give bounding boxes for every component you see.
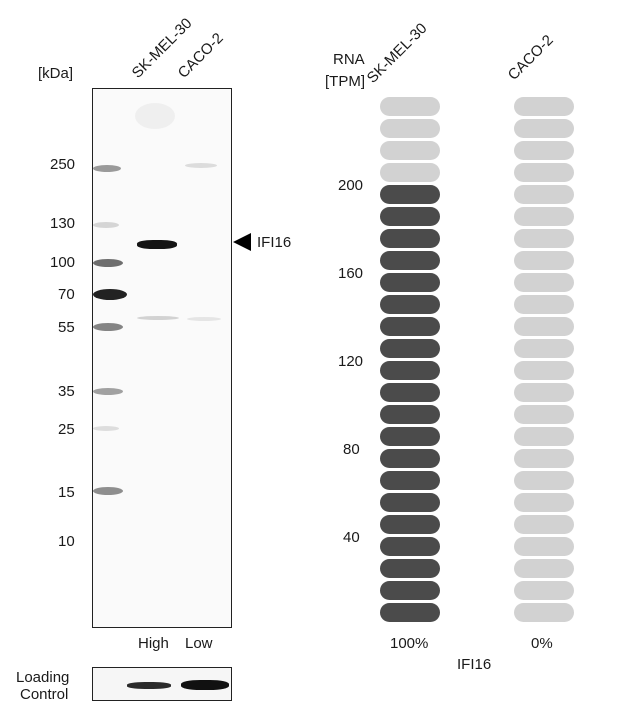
rna-axis-title-line2: [TPM] <box>325 73 365 90</box>
marker-100: 100 <box>50 254 76 271</box>
rna-tpm-segment <box>380 141 440 160</box>
rna-tpm-segment <box>514 317 574 336</box>
rna-tpm-segment <box>380 229 440 248</box>
ladder-band <box>93 487 123 495</box>
rna-tpm-segment <box>514 185 574 204</box>
marker-130: 130 <box>50 215 76 232</box>
marker-15: 15 <box>58 484 75 501</box>
rna-tpm-segment <box>380 339 440 358</box>
rna-tick-80: 80 <box>343 441 360 458</box>
nonspecific-band <box>187 317 221 321</box>
marker-250: 250 <box>50 156 76 173</box>
rna-tpm-segment <box>380 97 440 116</box>
rna-tpm-segment <box>514 449 574 468</box>
rna-tpm-segment <box>514 119 574 138</box>
rna-tpm-segment <box>514 537 574 556</box>
rna-tpm-segment <box>514 295 574 314</box>
rna-tpm-segment <box>380 537 440 556</box>
rna-tpm-segment <box>380 295 440 314</box>
rna-tpm-segment <box>514 273 574 292</box>
rna-tpm-segment <box>380 185 440 204</box>
expression-high: High <box>138 635 169 652</box>
rna-tpm-segment <box>380 427 440 446</box>
western-blot-image <box>92 88 232 628</box>
marker-70: 70 <box>58 286 75 303</box>
rna-tpm-segment <box>380 273 440 292</box>
ladder-band <box>93 323 123 331</box>
rna-tpm-segment <box>380 471 440 490</box>
rna-percent-caco-2: 0% <box>531 635 553 652</box>
rna-tpm-segment <box>514 163 574 182</box>
ladder-band <box>93 426 119 431</box>
caco2-faint-band <box>185 163 217 168</box>
rna-column-sk-mel-30 <box>380 97 440 622</box>
rna-tpm-segment <box>514 603 574 622</box>
rna-tpm-segment <box>380 163 440 182</box>
rna-tpm-segment <box>514 141 574 160</box>
ladder-band <box>93 388 123 395</box>
ifi16-band-sk-mel-30 <box>137 240 177 249</box>
rna-tpm-segment <box>380 581 440 600</box>
lane-smear <box>135 103 175 129</box>
nonspecific-band <box>137 316 179 320</box>
loading-control-label-line2: Control <box>20 686 69 703</box>
ladder-band <box>93 259 123 267</box>
rna-tpm-segment <box>380 603 440 622</box>
rna-tpm-segment <box>380 559 440 578</box>
rna-column-label-sk-mel-30: SK-MEL-30 <box>363 19 431 87</box>
rna-tpm-segment <box>514 339 574 358</box>
ladder-band <box>93 289 127 300</box>
rna-tpm-segment <box>380 383 440 402</box>
loading-band-sk-mel-30 <box>127 682 171 689</box>
rna-percent-sk-mel-30: 100% <box>390 635 429 652</box>
rna-tpm-segment <box>514 229 574 248</box>
marker-25: 25 <box>58 421 75 438</box>
rna-tpm-segment <box>514 405 574 424</box>
rna-tick-160: 160 <box>338 265 364 282</box>
rna-tick-200: 200 <box>338 177 364 194</box>
rna-tpm-segment <box>380 405 440 424</box>
rna-tpm-segment <box>514 207 574 226</box>
ladder-band <box>93 222 119 228</box>
rna-tpm-segment <box>380 207 440 226</box>
rna-tpm-segment <box>514 559 574 578</box>
rna-axis-title-line1: RNA <box>333 51 365 68</box>
rna-tpm-segment <box>380 119 440 138</box>
loading-band-caco-2 <box>181 680 229 690</box>
target-label: IFI16 <box>257 234 292 251</box>
rna-tpm-segment <box>514 251 574 270</box>
rna-tpm-segment <box>514 383 574 402</box>
loading-control-blot <box>92 667 232 701</box>
rna-tick-40: 40 <box>343 529 360 546</box>
rna-tpm-segment <box>514 427 574 446</box>
rna-tpm-segment <box>514 493 574 512</box>
rna-tpm-segment <box>380 515 440 534</box>
rna-tpm-segment <box>380 251 440 270</box>
rna-tpm-segment <box>380 317 440 336</box>
target-arrow-icon <box>233 233 251 251</box>
rna-tpm-segment <box>380 493 440 512</box>
rna-tpm-segment <box>514 361 574 380</box>
kda-label: [kDa] <box>38 65 74 82</box>
rna-tpm-segment <box>380 449 440 468</box>
rna-tpm-segment <box>514 471 574 490</box>
rna-tpm-segment <box>514 581 574 600</box>
marker-55: 55 <box>58 319 75 336</box>
rna-tpm-segment <box>514 97 574 116</box>
rna-tick-120: 120 <box>338 353 364 370</box>
ladder-band <box>93 165 121 172</box>
rna-tpm-segment <box>380 361 440 380</box>
rna-gene-label: IFI16 <box>457 656 492 673</box>
expression-low: Low <box>185 635 213 652</box>
marker-35: 35 <box>58 383 75 400</box>
rna-column-label-caco-2: CACO-2 <box>504 31 557 84</box>
rna-column-caco-2 <box>514 97 574 622</box>
loading-control-label-line1: Loading <box>16 669 70 686</box>
rna-tpm-segment <box>514 515 574 534</box>
marker-10: 10 <box>58 533 75 550</box>
